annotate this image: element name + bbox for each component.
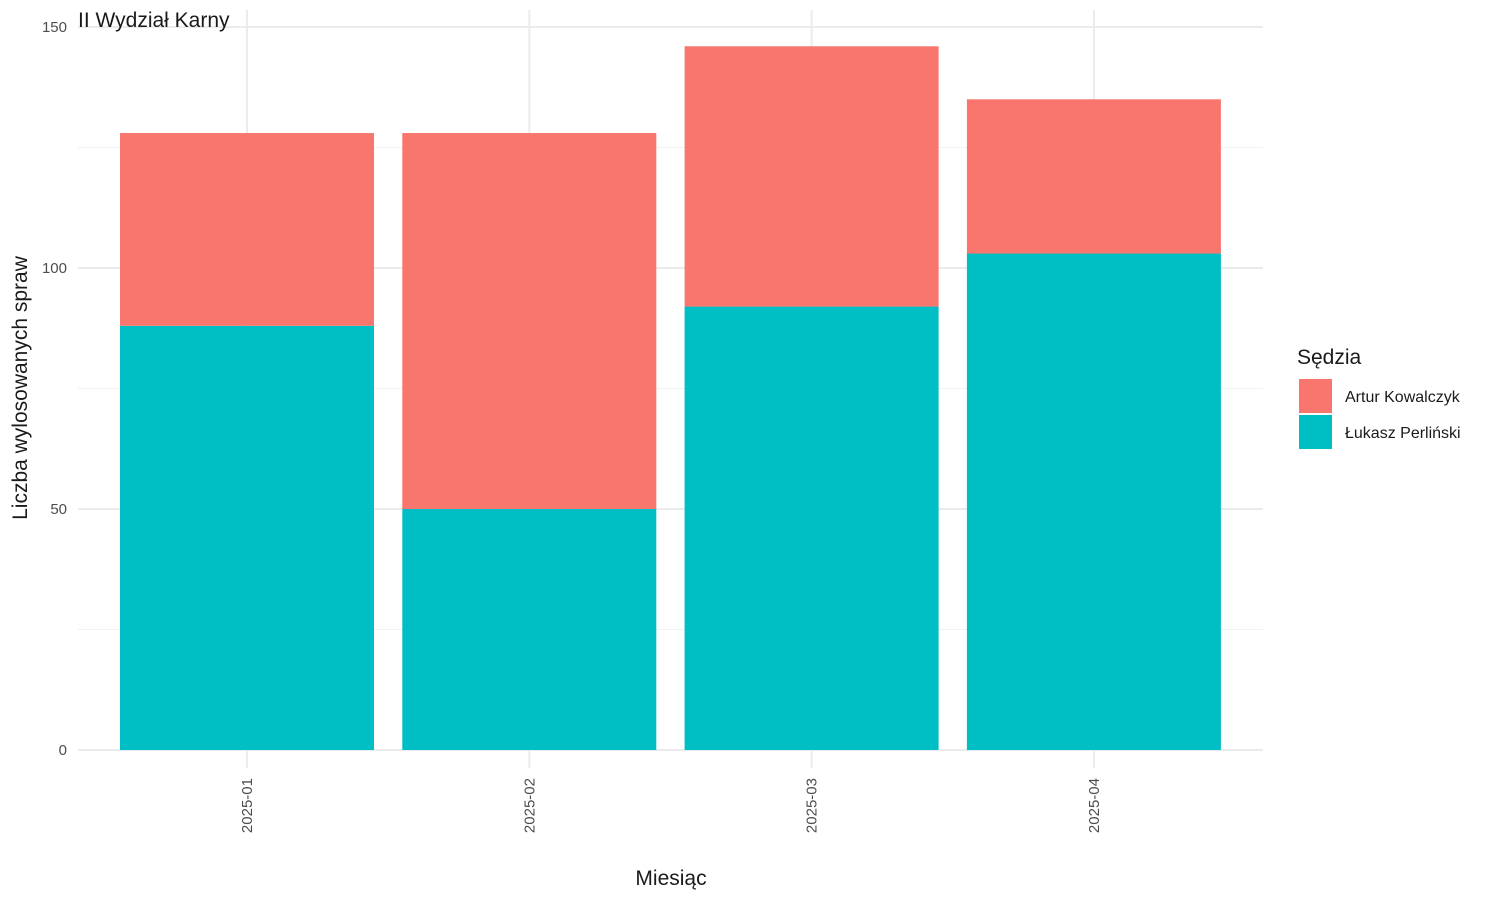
y-tick-label: 0 — [59, 742, 67, 759]
legend-title: Sędzia — [1297, 346, 1362, 369]
x-tick-label: 2025-03 — [804, 778, 821, 833]
bar-2025-01-łukasz-perliński — [120, 325, 374, 750]
x-tick-label: 2025-02 — [521, 778, 538, 833]
y-tick-label: 150 — [42, 19, 67, 36]
bar-2025-04-łukasz-perliński — [966, 253, 1221, 751]
legend-label: Łukasz Perliński — [1345, 425, 1461, 442]
bar-2025-03-artur-kowalczyk — [684, 46, 939, 307]
chart-title: II Wydział Karny — [78, 9, 230, 32]
x-tick-label: 2025-01 — [239, 778, 256, 833]
legend-swatch — [1299, 379, 1332, 413]
tick-labels: 0 50 100 150 2025-01 2025-02 2025-03 2025-04 — [42, 19, 1103, 833]
legend-label: Artur Kowalczyk — [1345, 389, 1461, 406]
bar-2025-04-artur-kowalczyk — [966, 99, 1221, 254]
bars — [120, 46, 1221, 751]
legend-swatch — [1299, 415, 1332, 449]
y-tick-label: 50 — [50, 501, 67, 518]
bar-2025-02-artur-kowalczyk — [402, 133, 657, 510]
bar-2025-03-łukasz-perliński — [684, 306, 939, 750]
x-tick-label: 2025-04 — [1086, 778, 1103, 833]
x-axis-title: Miesiąc — [635, 867, 706, 890]
legend: Sędzia Artur Kowalczyk Łukasz Perliński — [1297, 346, 1461, 449]
y-tick-label: 100 — [42, 260, 67, 277]
bar-2025-01-artur-kowalczyk — [120, 133, 374, 326]
y-axis-title: Liczba wylosowanych spraw — [9, 255, 32, 520]
bar-2025-02-łukasz-perliński — [402, 509, 657, 750]
